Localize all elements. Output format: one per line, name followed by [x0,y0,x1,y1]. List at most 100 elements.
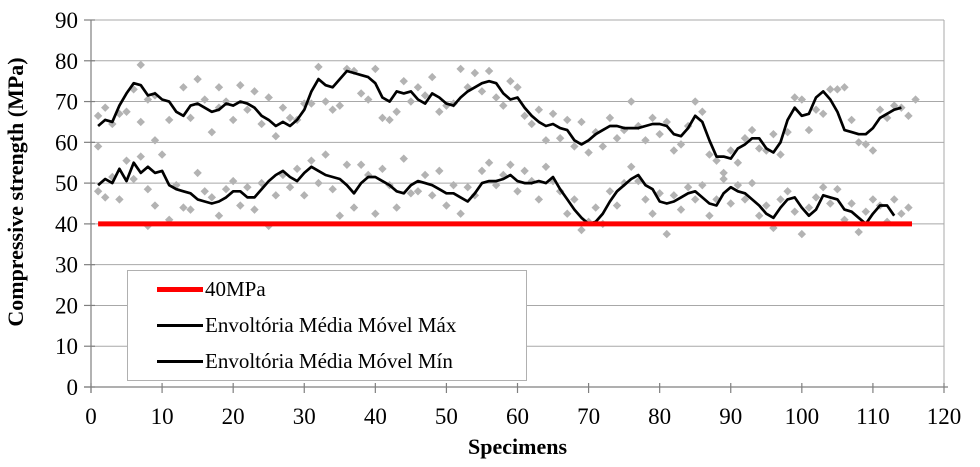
diamond-marker-icon [797,229,807,239]
diamond-marker-icon [868,146,878,155]
diamond-marker-icon [356,89,366,98]
diamond-marker-icon [385,115,394,125]
diamond-marker-icon [406,97,416,106]
diamond-marker-icon [428,191,437,200]
x-tick-label: 0 [85,404,97,429]
diamond-marker-icon [300,191,309,200]
diamond-marker-icon [790,207,799,216]
diamond-marker-icon [548,109,558,118]
diamond-marker-icon [491,180,501,190]
x-tick-label: 80 [648,404,671,429]
diamond-marker-icon [840,215,849,225]
diamond-marker-icon [698,107,707,116]
diamond-marker-icon [392,203,401,212]
diamond-marker-icon [93,142,103,151]
diamond-marker-icon [783,187,792,196]
diamond-marker-icon [847,115,856,125]
diamond-marker-icon [378,164,387,174]
y-tick-label: 80 [55,49,78,74]
diamond-marker-icon [449,180,458,190]
diamond-marker-icon [676,205,686,214]
diamond-marker-icon [612,201,622,210]
diamond-marker-icon [420,170,430,180]
diamond-marker-icon [627,97,636,106]
diamond-marker-icon [861,207,871,216]
envelope-min-line [97,161,896,226]
diamond-marker-icon [101,103,110,112]
envelope-max-line [97,69,902,160]
diamond-marker-icon [527,119,536,129]
diamond-marker-icon [179,83,188,92]
diamond-marker-icon [214,211,224,220]
diamond-marker-icon [250,205,259,214]
diamond-marker-icon [484,158,494,167]
diamond-marker-icon [506,76,515,86]
y-axis-title: Compressive strength (MPa) [3,57,28,327]
diamond-marker-icon [214,83,224,92]
diamond-marker-icon [264,93,273,102]
diamond-marker-icon [719,174,728,184]
diamond-marker-icon [833,185,842,194]
diamond-marker-icon [271,132,281,141]
y-tick-label: 20 [55,293,78,318]
diamond-marker-icon [534,105,544,114]
diamond-marker-icon [342,160,352,169]
diamond-marker-icon [747,125,757,135]
diamond-marker-icon [747,178,757,188]
diamond-marker-icon [826,85,835,94]
diamond-marker-icon [648,209,657,218]
diamond-marker-icon [129,174,138,184]
y-tick-label: 40 [55,212,78,237]
diamond-marker-icon [818,109,828,118]
diamond-marker-icon [349,66,359,76]
diamond-marker-icon [676,140,686,149]
diamond-marker-icon [520,166,529,176]
diamond-marker-icon [228,176,238,186]
diamond-marker-icon [484,66,494,76]
legend-label: Envoltória Média Móvel Máx [205,313,457,337]
diamond-marker-icon [207,193,217,202]
diamond-marker-icon [669,191,679,200]
diamond-marker-icon [150,201,160,210]
diamond-marker-icon [413,83,423,92]
diamond-marker-icon [733,180,743,190]
diamond-marker-icon [328,105,337,114]
diamond-marker-icon [911,95,920,104]
diamond-marker-icon [506,160,515,169]
diamond-marker-icon [804,203,814,212]
diamond-marker-icon [904,203,913,212]
diamond-marker-icon [811,193,821,202]
diamond-marker-icon [882,113,892,123]
diamond-marker-icon [292,164,302,174]
diamond-marker-icon [783,127,792,137]
diamond-marker-icon [335,101,344,110]
diamond-marker-icon [399,154,408,163]
diamond-marker-icon [321,97,330,106]
diamond-marker-icon [875,105,885,114]
diamond-marker-icon [456,209,465,218]
diamond-marker-icon [470,68,480,78]
x-tick-labels: 0 10 20 30 40 50 60 70 80 90 100 110 120 [85,404,961,429]
axes [84,19,948,393]
diamond-marker-icon [200,95,209,104]
diamond-marker-icon [577,225,586,235]
x-tick-label: 40 [364,404,387,429]
diamond-marker-icon [691,195,700,204]
diamond-marker-icon [250,87,259,96]
diamond-marker-icon [811,105,821,114]
diamond-marker-icon [179,203,188,212]
legend-item-envelope-max: Envoltória Média Móvel Máx [128,308,526,344]
diamond-marker-icon [335,211,344,220]
diamond-marker-icon [328,185,337,194]
diamond-marker-icon [776,150,785,159]
diamond-marker-icon [477,87,487,96]
diamond-marker-icon [627,162,636,171]
legend-item-40mpa: 40MPa [128,271,526,307]
diamond-marker-icon [456,64,465,74]
x-axis-title: Specimens [468,434,567,459]
diamond-marker-icon [890,101,899,110]
diamond-marker-icon [691,97,700,106]
diamond-marker-icon [278,103,288,112]
diamond-marker-icon [740,195,750,204]
